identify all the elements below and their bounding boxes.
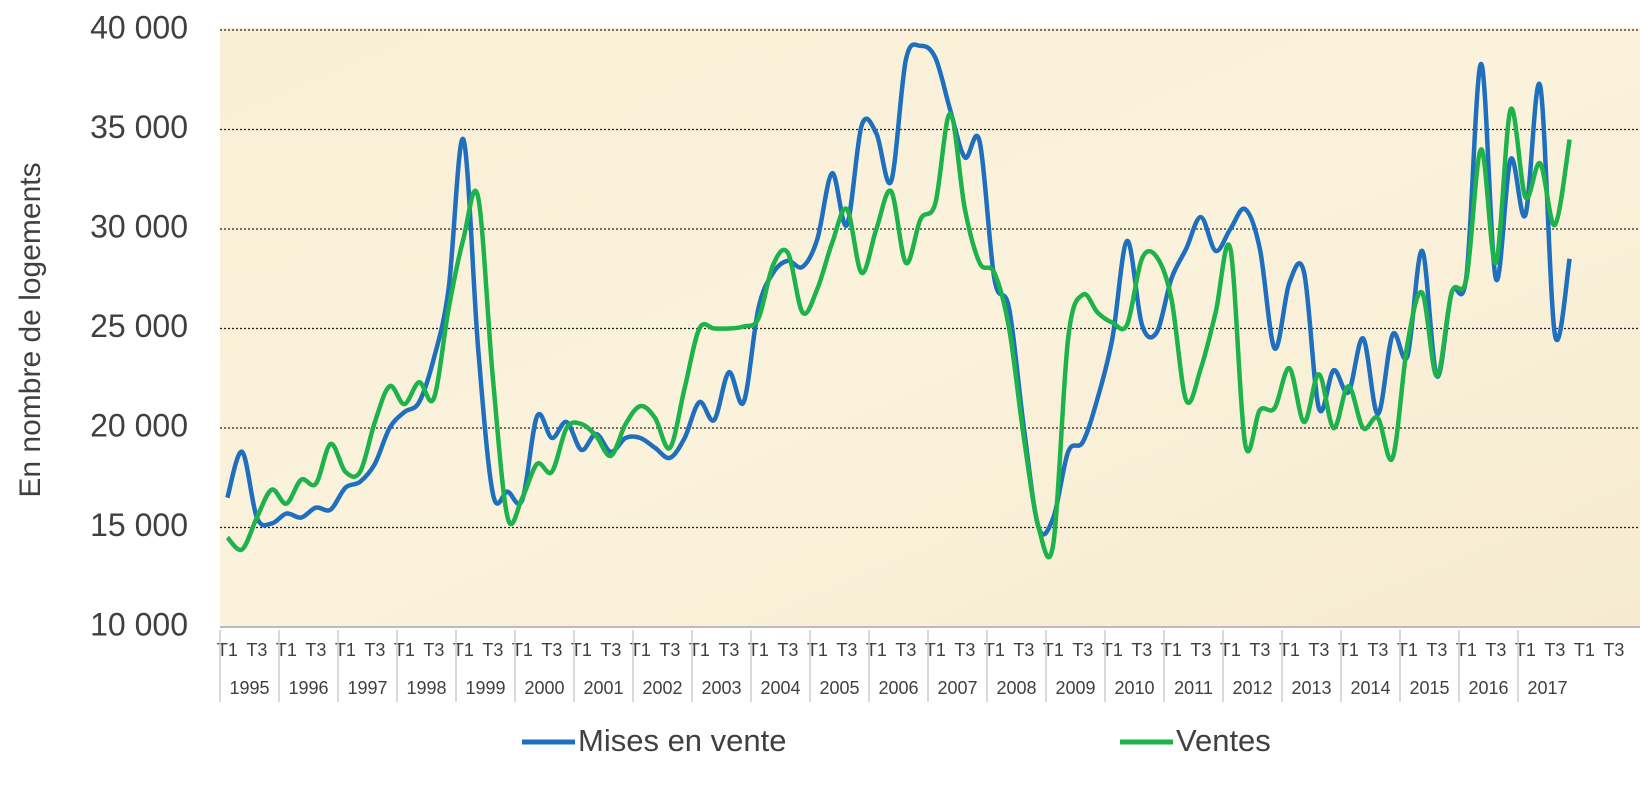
x-tick-label: T1	[1161, 640, 1182, 660]
y-axis-title: En nombre de logements	[14, 162, 47, 497]
x-tick-label: T3	[659, 640, 680, 660]
y-tick-label: 15 000	[90, 507, 188, 543]
x-group-label: 2009	[1055, 678, 1095, 698]
x-tick-label: T1	[1043, 640, 1064, 660]
y-tick-label: 10 000	[90, 606, 188, 642]
x-tick-label: T3	[600, 640, 621, 660]
x-group-label: 2006	[878, 678, 918, 698]
x-tick-label: T3	[1367, 640, 1388, 660]
x-group-label: 1996	[288, 678, 328, 698]
x-group-label: 2010	[1114, 678, 1154, 698]
x-tick-label: T3	[1072, 640, 1093, 660]
x-group-label: 2011	[1174, 678, 1213, 698]
y-tick-label: 30 000	[90, 208, 188, 244]
x-tick-label: T1	[1515, 640, 1536, 660]
line	[225, 42, 1572, 537]
x-tick-label: T3	[423, 640, 444, 660]
x-tick-label: T1	[394, 640, 415, 660]
x-tick-label: T1	[571, 640, 592, 660]
y-tick-label: 25 000	[90, 308, 188, 344]
x-tick-label: T3	[1603, 640, 1624, 660]
x-tick-label: T1	[689, 640, 710, 660]
x-tick-label: T1	[1456, 640, 1477, 660]
x-group-label: 1998	[406, 678, 446, 698]
x-tick-label: T1	[217, 640, 238, 660]
x-group-label: 2014	[1350, 678, 1390, 698]
x-tick-label: T1	[1279, 640, 1300, 660]
x-group-label: 2003	[701, 678, 741, 698]
x-tick-label: T3	[836, 640, 857, 660]
line	[225, 106, 1572, 560]
x-tick-label: T1	[984, 640, 1005, 660]
x-tick-label: T1	[1102, 640, 1123, 660]
x-tick-label: T3	[541, 640, 562, 660]
x-tick-label: T1	[925, 640, 946, 660]
y-tick-label: 40 000	[90, 9, 188, 45]
x-tick-label: T3	[1485, 640, 1506, 660]
x-tick-label: T1	[1338, 640, 1359, 660]
x-group-label: 2015	[1409, 678, 1449, 698]
x-group-label: 2013	[1291, 678, 1331, 698]
x-group-label: 2017	[1527, 678, 1567, 698]
legend-label: Mises en vente	[578, 723, 787, 758]
x-tick-label: T3	[1013, 640, 1034, 660]
x-tick-label: T1	[1397, 640, 1418, 660]
x-tick-label: T1	[512, 640, 533, 660]
x-tick-label: T3	[777, 640, 798, 660]
x-tick-label: T1	[748, 640, 769, 660]
x-tick-label: T1	[807, 640, 828, 660]
y-tick-label: 20 000	[90, 407, 188, 443]
x-tick-label: T1	[1220, 640, 1241, 660]
x-tick-label: T3	[1249, 640, 1270, 660]
x-tick-label: T3	[1308, 640, 1329, 660]
x-tick-label: T3	[1190, 640, 1211, 660]
x-group-label: 2005	[819, 678, 859, 698]
x-tick-label: T3	[954, 640, 975, 660]
x-tick-label: T1	[1574, 640, 1595, 660]
x-tick-label: T3	[1426, 640, 1447, 660]
y-tick-label: 35 000	[90, 109, 188, 145]
x-group-label: 2002	[642, 678, 682, 698]
x-group-label: 2008	[996, 678, 1036, 698]
x-tick-label: T1	[335, 640, 356, 660]
x-group-label: 1997	[347, 678, 387, 698]
x-tick-label: T1	[630, 640, 651, 660]
x-tick-label: T1	[866, 640, 887, 660]
x-tick-label: T3	[1544, 640, 1565, 660]
x-tick-label: T3	[305, 640, 326, 660]
x-group-label: 2007	[937, 678, 977, 698]
x-tick-label: T1	[453, 640, 474, 660]
x-group-label: 2000	[524, 678, 564, 698]
x-group-label: 2012	[1232, 678, 1272, 698]
x-tick-label: T3	[718, 640, 739, 660]
x-group-label: 1999	[465, 678, 505, 698]
x-group-label: 2016	[1468, 678, 1508, 698]
x-tick-label: T3	[1131, 640, 1152, 660]
x-group-label: 1995	[229, 678, 269, 698]
x-tick-label: T3	[246, 640, 267, 660]
legend-label: Ventes	[1176, 723, 1271, 758]
x-tick-label: T3	[482, 640, 503, 660]
x-tick-label: T3	[364, 640, 385, 660]
x-group-label: 2001	[583, 678, 623, 698]
x-group-label: 2004	[760, 678, 800, 698]
x-tick-label: T1	[276, 640, 297, 660]
x-tick-label: T3	[895, 640, 916, 660]
